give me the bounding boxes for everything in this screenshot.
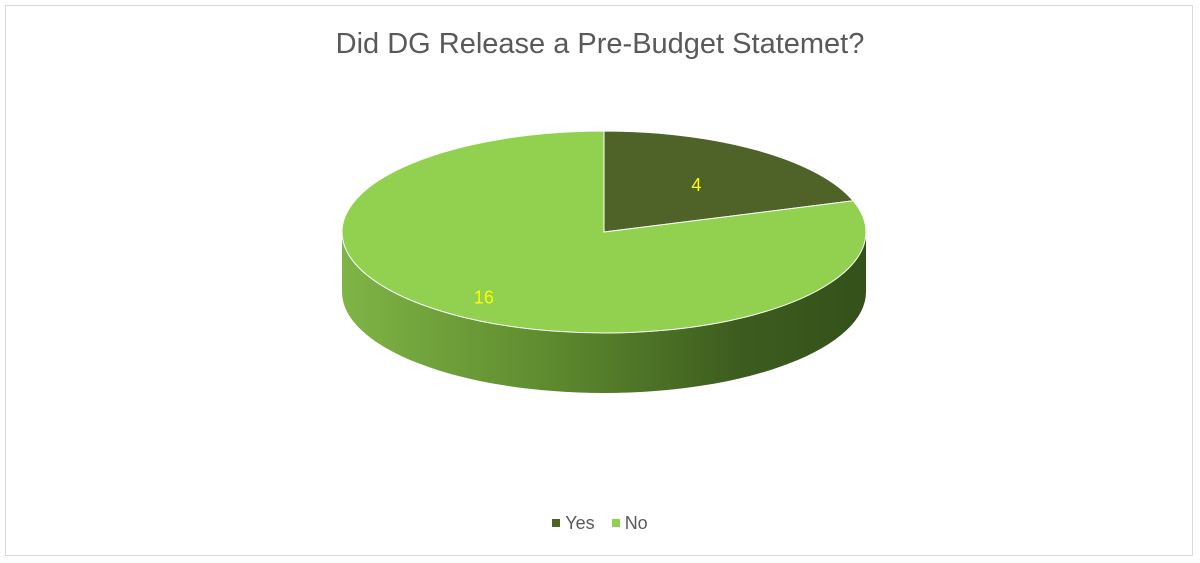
legend-label-no: No — [624, 513, 648, 533]
chart-title: Did DG Release a Pre-Budget Statemet? — [335, 28, 865, 60]
pie-slice-no — [341, 130, 867, 334]
legend-swatch-no — [611, 519, 620, 527]
legend-item-yes: Yes — [552, 513, 595, 534]
legend-label-yes: Yes — [565, 513, 595, 533]
data-label-no: 16 — [474, 288, 494, 308]
data-label-yes: 4 — [691, 175, 701, 195]
legend: Yes No — [0, 513, 1200, 534]
pie-side-wall — [342, 232, 866, 393]
pie-slice-yes — [603, 130, 855, 233]
legend-item-no: No — [611, 513, 648, 534]
legend-swatch-yes — [552, 519, 561, 527]
